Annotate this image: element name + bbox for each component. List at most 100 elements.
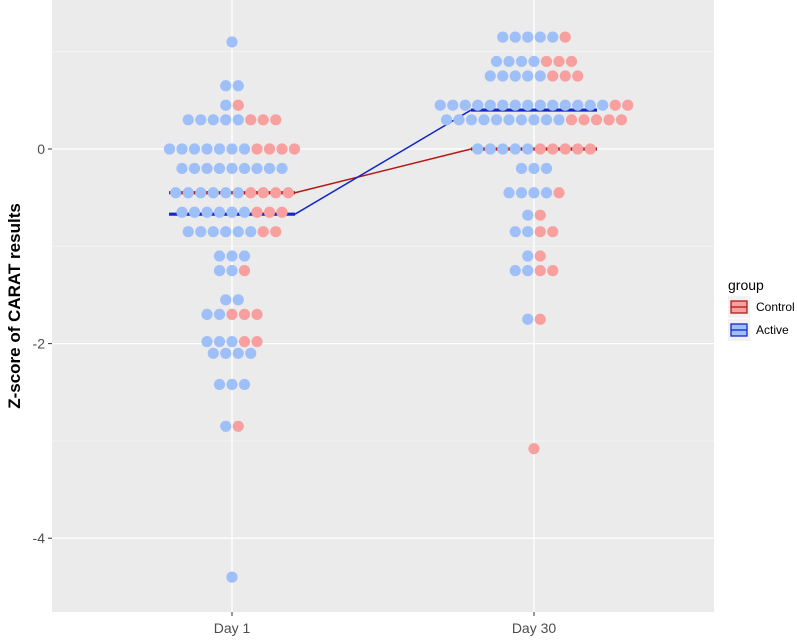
active-point	[251, 162, 263, 175]
control-point	[270, 114, 282, 126]
y-axis-title: Z-score of CARAT results	[5, 203, 24, 409]
active-point	[459, 99, 471, 111]
control-point	[559, 31, 571, 43]
active-point	[176, 143, 188, 155]
control-point	[553, 187, 565, 199]
active-point	[503, 55, 515, 68]
active-mean-connector	[294, 109, 472, 215]
active-point	[213, 378, 226, 391]
y-tick-label: -4	[33, 530, 46, 546]
y-tick-label: -2	[33, 336, 46, 352]
active-point	[226, 571, 238, 583]
active-point	[170, 187, 182, 199]
control-point	[251, 336, 263, 348]
active-point	[245, 347, 257, 359]
control-point	[584, 143, 596, 155]
active-point	[522, 265, 534, 277]
active-point	[213, 206, 226, 218]
y-tick-label: 0	[37, 141, 45, 157]
control-point	[565, 114, 578, 126]
active-point	[220, 80, 232, 92]
active-point	[497, 99, 509, 111]
active-point	[182, 187, 194, 199]
active-point	[226, 250, 238, 262]
active-point	[515, 55, 528, 68]
control-point	[251, 143, 263, 155]
active-point	[472, 143, 484, 155]
active-point	[182, 226, 194, 238]
control-point	[547, 143, 559, 155]
active-point	[220, 114, 232, 126]
control-point	[270, 226, 282, 238]
control-point	[245, 187, 257, 199]
control-point	[257, 226, 269, 238]
active-point	[528, 162, 540, 175]
active-point	[434, 99, 446, 111]
active-point	[226, 336, 238, 348]
active-point	[213, 308, 226, 321]
control-point	[251, 308, 263, 321]
control-point	[226, 308, 238, 321]
active-point	[509, 70, 521, 82]
active-point	[238, 378, 251, 391]
control-point	[559, 143, 571, 155]
active-point	[238, 250, 251, 262]
active-point	[509, 99, 521, 111]
legend-title: group	[728, 277, 764, 293]
active-point	[540, 162, 553, 175]
active-point	[509, 143, 521, 155]
active-point	[163, 143, 176, 155]
active-point	[207, 347, 219, 359]
control-point	[534, 265, 546, 277]
x-axis: Day 1 Day 30	[214, 612, 556, 636]
active-point	[553, 114, 565, 126]
active-point	[447, 99, 459, 111]
active-point	[540, 187, 553, 199]
control-point	[609, 99, 621, 111]
active-point	[220, 187, 232, 199]
active-point	[207, 187, 219, 199]
active-point	[522, 313, 534, 325]
active-point	[515, 162, 528, 175]
control-point	[547, 226, 559, 238]
control-point	[534, 250, 546, 262]
active-point	[232, 187, 244, 199]
active-point	[484, 99, 496, 111]
control-point	[276, 206, 288, 218]
active-point	[232, 226, 244, 238]
active-point	[232, 294, 244, 306]
control-point	[263, 143, 276, 155]
active-point	[207, 114, 219, 126]
active-point	[182, 114, 194, 126]
legend: group Control Active	[728, 277, 795, 341]
active-point	[503, 114, 515, 126]
active-point	[201, 308, 213, 321]
active-point	[220, 347, 232, 359]
control-point	[553, 55, 565, 68]
active-point	[484, 70, 496, 82]
active-point	[213, 265, 226, 277]
active-point	[226, 162, 238, 175]
plot-panel	[52, 0, 714, 612]
control-point	[257, 114, 269, 126]
active-point	[497, 70, 509, 82]
control-point	[257, 187, 269, 199]
active-point	[522, 209, 534, 221]
active-point	[207, 226, 219, 238]
control-point	[238, 336, 251, 348]
control-point	[572, 70, 584, 82]
control-point	[559, 70, 571, 82]
control-legend-label: Control	[756, 300, 795, 314]
control-point	[263, 206, 276, 218]
active-point	[201, 336, 213, 348]
active-point	[238, 143, 251, 155]
active-point	[522, 250, 534, 262]
active-point	[515, 114, 528, 126]
active-point	[497, 31, 509, 43]
active-point	[195, 187, 207, 199]
active-point	[522, 226, 534, 238]
control-point	[572, 143, 584, 155]
active-point	[597, 99, 609, 111]
active-point	[503, 187, 515, 199]
